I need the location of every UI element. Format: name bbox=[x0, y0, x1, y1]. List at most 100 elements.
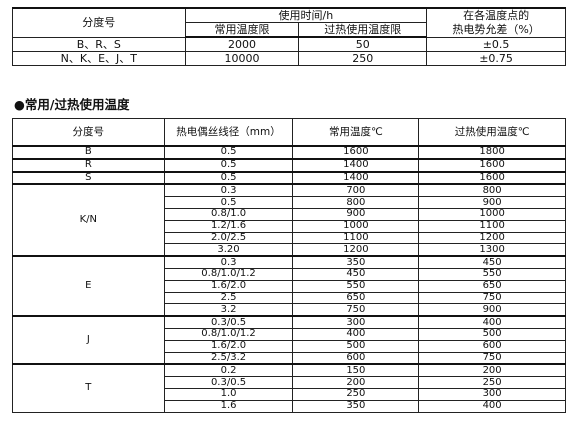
cell-wire-diameter: 3.2 bbox=[163, 303, 294, 317]
table-row: 1.2/1.6 1000 1100 bbox=[13, 219, 566, 233]
header-emf-tolerance-line2: 热电势允差（%） bbox=[452, 22, 540, 36]
table-row: 1.6 350 400 bbox=[13, 399, 566, 413]
cell-overheat-temp: 1200 bbox=[418, 231, 566, 245]
cell-wire-diameter: 0.5 bbox=[163, 170, 294, 185]
table-row: N、K、E、J、T 10000 250 ±0.75 bbox=[12, 51, 566, 66]
cell-wire-diameter: 0.3 bbox=[163, 183, 294, 198]
cell-wire-diameter: 0.5 bbox=[163, 145, 294, 160]
cell-overheat-temp: 300 bbox=[418, 387, 566, 401]
cell-normal-temp: 1400 bbox=[292, 170, 420, 185]
cell-overheat-temp: 500 bbox=[418, 327, 566, 341]
cell-normal-temp: 700 bbox=[292, 183, 420, 198]
table-row: 2.0/2.5 1100 1200 bbox=[13, 231, 566, 245]
table-row: E 0.3 350 450 bbox=[12, 255, 566, 317]
cell-wire-diameter: 2.5 bbox=[163, 291, 294, 305]
cell-overheat-temp: 250 bbox=[418, 376, 566, 389]
cell-overheat-temp: 650 bbox=[418, 279, 566, 293]
cell-wire-diameter: 1.2/1.6 bbox=[163, 219, 294, 233]
cell-wire-diameter: 0.3/0.5 bbox=[163, 315, 294, 329]
cell-wire-diameter: 1.0 bbox=[163, 387, 294, 401]
cell-overheat-hours: 250 bbox=[298, 51, 428, 66]
header-wire-diameter: 热电偶丝线径（mm） bbox=[163, 118, 294, 147]
cell-wire-diameter: 0.8/1.0/1.2 bbox=[163, 267, 294, 281]
cell-overheat-temp: 400 bbox=[418, 399, 566, 413]
cell-wire-diameter: 2.5/3.2 bbox=[163, 351, 294, 365]
header-emf-tolerance-line1: 在各温度点的 bbox=[463, 9, 530, 22]
cell-grade: S bbox=[12, 170, 165, 185]
cell-grade: K/N bbox=[12, 183, 165, 257]
cell-wire-diameter: 2.0/2.5 bbox=[163, 231, 294, 245]
temperature-table-body: B 0.5 1600 1800 R 0.5 1400 1600 S 0.5 1400 1600 K/N 0… bbox=[12, 145, 566, 413]
cell-normal-temp: 1200 bbox=[292, 243, 420, 257]
table-row: 0.8/1.0/1.2 450 550 bbox=[13, 267, 566, 281]
cell-tolerance: ±0.5 bbox=[426, 36, 566, 52]
header-normal-temp-limit: 常用温度限 bbox=[184, 22, 300, 38]
cell-normal-temp: 200 bbox=[292, 376, 420, 389]
cell-normal-temp: 1100 bbox=[292, 231, 420, 245]
cell-normal-temp: 400 bbox=[292, 327, 420, 341]
cell-grade: B bbox=[12, 145, 165, 160]
table-row: K/N 0.3 700 800 bbox=[12, 183, 566, 257]
header-normal-temp: 常用温度℃ bbox=[292, 118, 420, 147]
cell-overheat-temp: 550 bbox=[418, 267, 566, 281]
cell-normal-temp: 250 bbox=[292, 387, 420, 401]
cell-overheat-temp: 1100 bbox=[418, 219, 566, 233]
cell-wire-diameter: 1.6/2.0 bbox=[163, 339, 294, 353]
cell-grade: N、K、E、J、T bbox=[12, 51, 186, 66]
table-row: 1.0 250 300 bbox=[13, 387, 566, 401]
cell-normal-temp: 350 bbox=[292, 255, 420, 269]
cell-normal-temp: 900 bbox=[292, 207, 420, 221]
cell-overheat-hours: 50 bbox=[298, 36, 428, 52]
cell-overheat-temp: 900 bbox=[418, 303, 566, 317]
cell-normal-temp: 450 bbox=[292, 267, 420, 281]
cell-normal-temp: 500 bbox=[292, 339, 420, 353]
cell-wire-diameter: 0.5 bbox=[163, 196, 294, 209]
service-time-table: 分度号 使用时间/h 在各温度点的 热电势允差（%） 常用温度限 过热使用温度限… bbox=[12, 7, 566, 66]
cell-normal-hours: 10000 bbox=[184, 51, 300, 66]
cell-normal-temp: 300 bbox=[292, 315, 420, 329]
cell-overheat-temp: 900 bbox=[418, 196, 566, 209]
cell-normal-temp: 150 bbox=[292, 363, 420, 378]
cell-grade: E bbox=[12, 255, 165, 317]
cell-overheat-temp: 1600 bbox=[418, 157, 566, 173]
cell-overheat-temp: 800 bbox=[418, 183, 566, 198]
cell-wire-diameter: 1.6 bbox=[163, 399, 294, 413]
cell-wire-diameter: 0.3 bbox=[163, 255, 294, 269]
cell-normal-temp: 1400 bbox=[292, 157, 420, 173]
cell-normal-temp: 600 bbox=[292, 351, 420, 365]
cell-wire-diameter: 0.3/0.5 bbox=[163, 376, 294, 389]
cell-grade: R bbox=[12, 157, 165, 173]
cell-tolerance: ±0.75 bbox=[426, 51, 566, 66]
table-row: B、R、S 2000 50 ±0.5 bbox=[12, 36, 566, 52]
cell-overheat-temp: 200 bbox=[418, 363, 566, 378]
cell-wire-diameter: 3.20 bbox=[163, 243, 294, 257]
cell-overheat-temp: 1300 bbox=[418, 243, 566, 257]
cell-wire-diameter: 0.2 bbox=[163, 363, 294, 378]
table-row: S 0.5 1400 1600 bbox=[12, 170, 566, 185]
cell-normal-temp: 800 bbox=[292, 196, 420, 209]
cell-overheat-temp: 750 bbox=[418, 291, 566, 305]
cell-overheat-temp: 600 bbox=[418, 339, 566, 353]
cell-wire-diameter: 0.8/1.0 bbox=[163, 207, 294, 221]
table-row: J 0.3/0.5 300 400 bbox=[12, 315, 566, 365]
header-grade: 分度号 bbox=[12, 118, 165, 147]
cell-grade: T bbox=[12, 363, 165, 413]
cell-overheat-temp: 1600 bbox=[418, 170, 566, 185]
cell-normal-temp: 550 bbox=[292, 279, 420, 293]
cell-wire-diameter: 0.8/1.0/1.2 bbox=[163, 327, 294, 341]
header-emf-tolerance: 在各温度点的 热电势允差（%） bbox=[426, 7, 566, 38]
table-row: 1.6/2.0 500 600 bbox=[13, 339, 566, 353]
cell-overheat-temp: 750 bbox=[418, 351, 566, 365]
cell-overheat-temp: 1800 bbox=[418, 145, 566, 160]
table-row: 0.8/1.0/1.2 400 500 bbox=[13, 327, 566, 341]
table-row: B 0.5 1600 1800 bbox=[12, 145, 566, 160]
cell-normal-temp: 750 bbox=[292, 303, 420, 317]
table-row: T 0.2 150 200 bbox=[12, 363, 566, 413]
table-row: R 0.5 1400 1600 bbox=[12, 157, 566, 173]
table-row: 0.3/0.5 200 250 bbox=[13, 376, 566, 389]
cell-normal-temp: 350 bbox=[292, 399, 420, 413]
table-row: 0.5 800 900 bbox=[13, 196, 566, 209]
cell-wire-diameter: 0.5 bbox=[163, 157, 294, 173]
cell-grade: J bbox=[12, 315, 165, 365]
cell-overheat-temp: 400 bbox=[418, 315, 566, 329]
